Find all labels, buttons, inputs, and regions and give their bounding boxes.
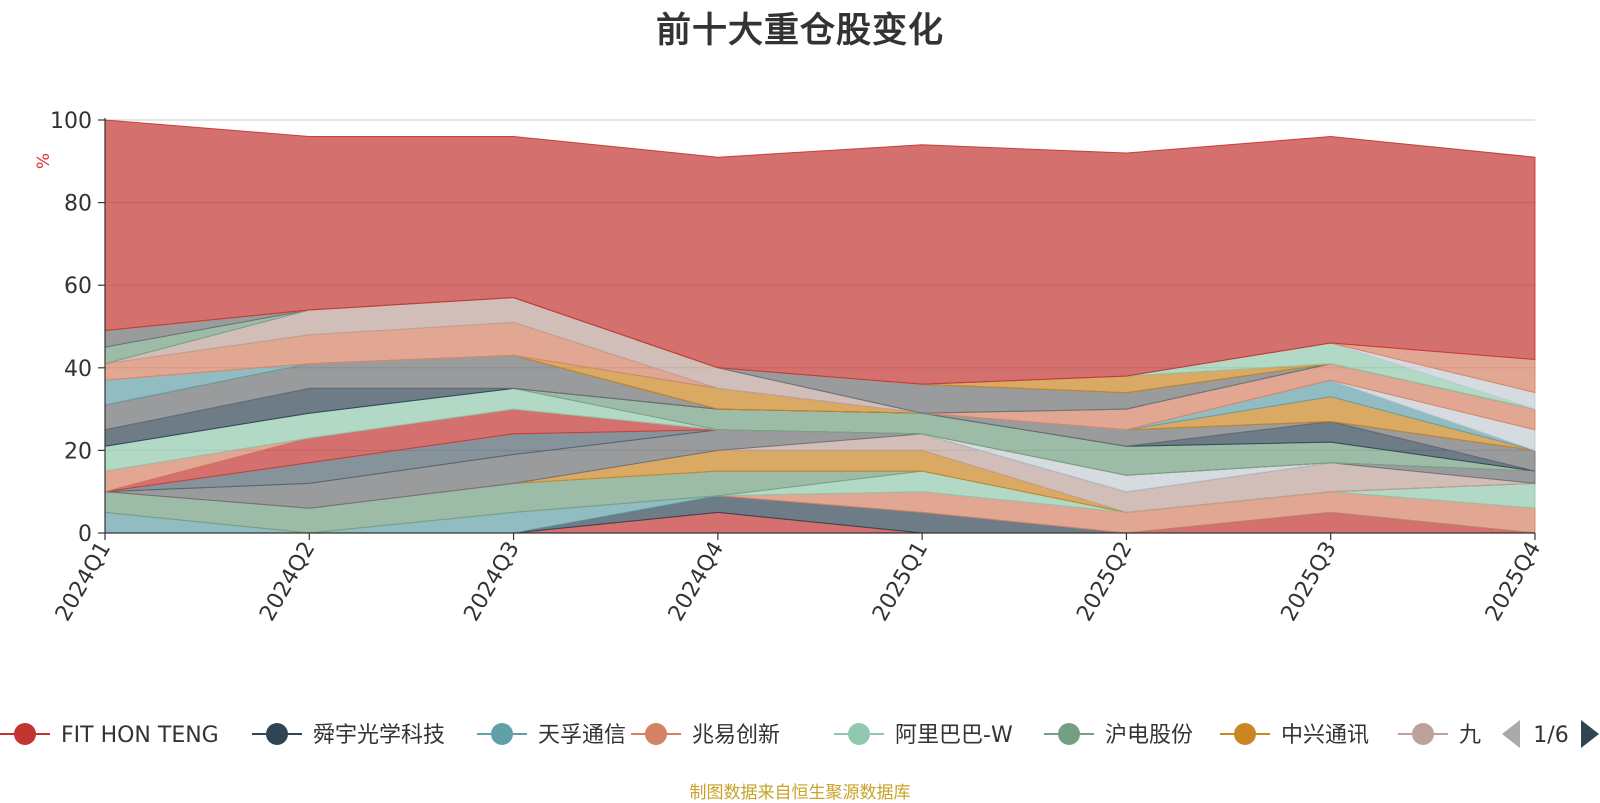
legend-label: 九号公司 bbox=[1459, 723, 1547, 748]
legend-item-4[interactable]: 阿里巴巴-W bbox=[834, 723, 1013, 748]
legend-page-indicator: 1/6 bbox=[1533, 723, 1568, 748]
x-tick-label: 2024Q4 bbox=[664, 538, 729, 626]
legend-label: 天孚通信 bbox=[538, 723, 626, 748]
x-tick-label: 2025Q1 bbox=[868, 538, 933, 626]
y-tick-label: 100 bbox=[50, 109, 92, 134]
y-tick-label: 80 bbox=[64, 192, 92, 217]
legend-marker bbox=[266, 723, 288, 745]
legend-label: 舜宇光学科技 bbox=[313, 723, 445, 748]
y-tick-label: 20 bbox=[64, 439, 92, 464]
y-tick-label: 60 bbox=[64, 274, 92, 299]
legend-marker bbox=[848, 723, 870, 745]
legend-marker bbox=[14, 723, 36, 745]
legend-marker bbox=[1234, 723, 1256, 745]
legend-marker bbox=[1058, 723, 1080, 745]
legend-next-page-icon[interactable] bbox=[1581, 720, 1599, 748]
legend-prev-page-icon[interactable] bbox=[1502, 720, 1520, 748]
x-tick-label: 2024Q3 bbox=[459, 538, 524, 626]
legend-item-1[interactable]: 舜宇光学科技 bbox=[252, 723, 445, 748]
source-note: 制图数据来自恒生聚源数据库 bbox=[689, 783, 911, 803]
legend-item-7[interactable]: 九号公司 bbox=[1398, 723, 1547, 748]
y-tick-label: 40 bbox=[64, 357, 92, 382]
legend: FIT HON TENG 舜宇光学科技 天孚通信 兆易创新 阿里巴巴-W 沪电股份 中兴通讯… bbox=[0, 720, 1599, 748]
y-axis-label: % bbox=[34, 153, 54, 169]
legend-marker bbox=[491, 723, 513, 745]
x-tick-label: 2025Q2 bbox=[1072, 538, 1137, 626]
legend-items: FIT HON TENG 舜宇光学科技 天孚通信 兆易创新 阿里巴巴-W 沪电股份 中兴通讯… bbox=[0, 723, 1547, 748]
area-series-28[interactable] bbox=[104, 119, 1536, 385]
x-tick-label: 2025Q4 bbox=[1481, 538, 1546, 626]
x-tick-label: 2024Q1 bbox=[51, 538, 116, 626]
area-series bbox=[104, 119, 1536, 534]
legend-marker bbox=[1412, 723, 1434, 745]
x-tick-label: 2025Q3 bbox=[1277, 538, 1342, 626]
x-tick-label: 2024Q2 bbox=[255, 538, 320, 626]
legend-label: 阿里巴巴-W bbox=[895, 723, 1013, 748]
chart-title: 前十大重仓股变化 bbox=[655, 11, 944, 51]
legend-marker bbox=[645, 723, 667, 745]
legend-label: 沪电股份 bbox=[1105, 723, 1193, 748]
y-tick-label: 0 bbox=[78, 522, 92, 547]
legend-item-0[interactable]: FIT HON TENG bbox=[0, 723, 219, 748]
legend-label: 中兴通讯 bbox=[1281, 723, 1369, 748]
legend-label: FIT HON TENG bbox=[61, 723, 219, 748]
legend-item-6[interactable]: 中兴通讯 bbox=[1220, 723, 1369, 748]
legend-label: 兆易创新 bbox=[692, 723, 780, 748]
legend-item-3[interactable]: 兆易创新 bbox=[631, 723, 780, 748]
legend-item-5[interactable]: 沪电股份 bbox=[1044, 723, 1193, 748]
legend-item-2[interactable]: 天孚通信 bbox=[477, 723, 626, 748]
